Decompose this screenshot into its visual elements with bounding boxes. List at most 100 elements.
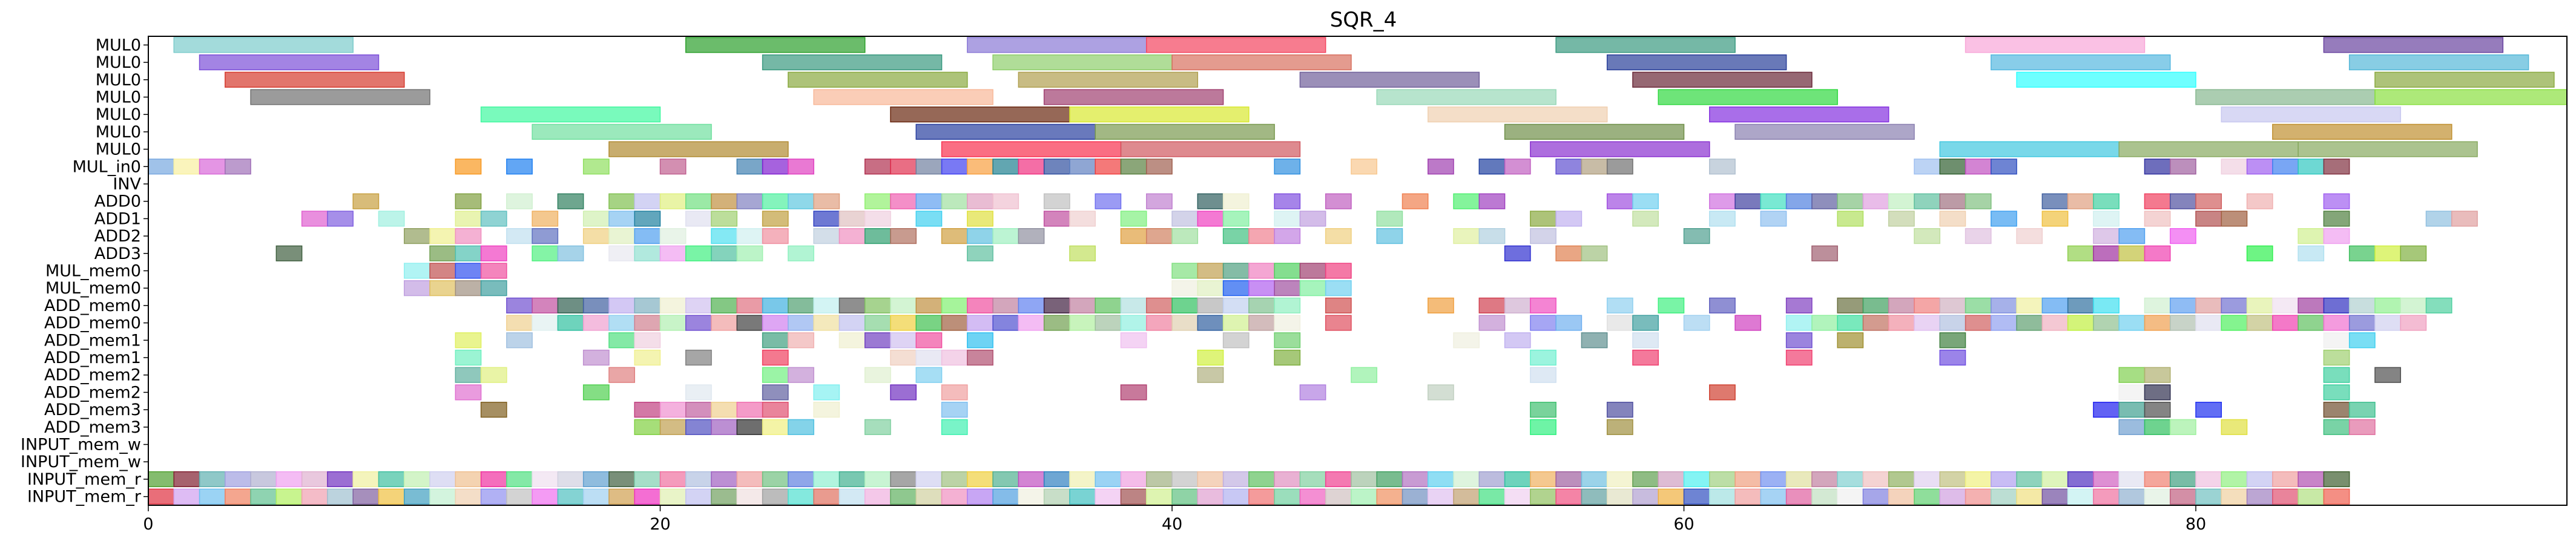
gantt-bar bbox=[1555, 159, 1583, 175]
gantt-bar bbox=[1632, 349, 1659, 366]
gantt-bar bbox=[1145, 159, 1173, 175]
gantt-bar bbox=[2374, 71, 2555, 88]
gantt-bar bbox=[967, 349, 993, 366]
gantt-bar bbox=[2348, 315, 2376, 331]
gantt-bar bbox=[2041, 315, 2069, 331]
gantt-bar bbox=[1632, 71, 1813, 88]
gantt-bar bbox=[1530, 488, 1556, 505]
gantt-bar bbox=[1888, 488, 1915, 505]
gantt-bar bbox=[762, 349, 789, 366]
gantt-bar bbox=[1095, 315, 1122, 331]
gantt-bar bbox=[711, 211, 738, 227]
gantt-bar bbox=[1120, 228, 1147, 244]
gantt-bar bbox=[634, 245, 661, 261]
gantt-bar bbox=[1478, 159, 1506, 175]
gantt-bar bbox=[1325, 193, 1352, 209]
gantt-bar bbox=[736, 245, 763, 261]
gantt-bar bbox=[890, 315, 917, 331]
gantt-bar bbox=[864, 332, 891, 349]
gantt-bar bbox=[2323, 37, 2504, 53]
gantt-bar bbox=[1428, 488, 1454, 505]
gantt-bar bbox=[1965, 488, 1992, 505]
gantt-bar bbox=[813, 402, 840, 418]
gantt-bar bbox=[2298, 228, 2325, 244]
gantt-bar bbox=[2374, 89, 2568, 105]
gantt-bar bbox=[813, 488, 840, 505]
gantt-bar bbox=[1939, 159, 1966, 175]
gantt-bar bbox=[736, 193, 763, 209]
gantt-bar bbox=[2246, 297, 2273, 314]
gantt-bar bbox=[1555, 211, 1583, 227]
gantt-bar bbox=[2118, 488, 2146, 505]
gantt-bar bbox=[762, 159, 789, 175]
gantt-bar bbox=[2067, 297, 2094, 314]
gantt-bar bbox=[352, 488, 380, 505]
y-tick-label: ADD_mem0 bbox=[44, 314, 141, 333]
gantt-bar bbox=[1402, 488, 1429, 505]
gantt-bar bbox=[2144, 159, 2171, 175]
gantt-bar bbox=[864, 193, 891, 209]
gantt-bar bbox=[480, 280, 507, 296]
gantt-bar bbox=[1760, 488, 1787, 505]
gantt-bar bbox=[455, 228, 482, 244]
gantt-bar bbox=[2144, 193, 2171, 209]
gantt-bar bbox=[1709, 159, 1736, 175]
gantt-bar bbox=[736, 471, 763, 488]
gantt-bar bbox=[915, 488, 943, 505]
gantt-bar bbox=[1248, 471, 1275, 488]
gantt-bar bbox=[762, 211, 789, 227]
gantt-bar bbox=[941, 193, 968, 209]
gantt-bar bbox=[711, 193, 738, 209]
chart-title: SQR_4 bbox=[1330, 8, 1397, 32]
gantt-bar bbox=[992, 297, 1020, 314]
gantt-bar bbox=[2374, 367, 2401, 383]
gantt-bar bbox=[1043, 193, 1070, 209]
y-tick-label: INPUT_mem_r bbox=[27, 488, 142, 506]
gantt-bar bbox=[788, 315, 814, 331]
gantt-bar bbox=[1632, 488, 1659, 505]
gantt-bar bbox=[813, 297, 840, 314]
y-tick-label: MUL0 bbox=[96, 88, 141, 106]
gantt-bar bbox=[1325, 297, 1352, 314]
gantt-bar bbox=[1862, 297, 1889, 314]
gantt-bar bbox=[1837, 332, 1864, 349]
gantt-bar bbox=[1785, 193, 1813, 209]
gantt-bar bbox=[1197, 471, 1224, 488]
gantt-bar bbox=[1299, 488, 1326, 505]
gantt-bar bbox=[1504, 488, 1531, 505]
gantt-bar bbox=[2169, 419, 2196, 435]
gantt-bar bbox=[1683, 315, 1710, 331]
gantt-bar bbox=[1222, 315, 1250, 331]
gantt-bar bbox=[1991, 488, 2017, 505]
gantt-bar bbox=[404, 488, 430, 505]
gantt-bar bbox=[1504, 159, 1531, 175]
gantt-bar bbox=[2323, 471, 2350, 488]
gantt-bar bbox=[480, 106, 661, 123]
gantt-bar bbox=[915, 297, 943, 314]
gantt-bar bbox=[1069, 159, 1096, 175]
gantt-bar bbox=[864, 367, 891, 383]
gantt-bar bbox=[455, 280, 482, 296]
gantt-bar bbox=[1939, 332, 1966, 349]
gantt-bar bbox=[1837, 211, 1864, 227]
gantt-bar bbox=[506, 488, 533, 505]
gantt-bar bbox=[2118, 245, 2146, 261]
y-tick-label: ADD_mem0 bbox=[44, 296, 141, 315]
y-axis: MUL0MUL0MUL0MUL0MUL0MUL0MUL0MUL_in0INVAD… bbox=[21, 36, 148, 506]
gantt-bar bbox=[1428, 384, 1454, 401]
gantt-bar bbox=[506, 159, 533, 175]
gantt-bar bbox=[2195, 193, 2222, 209]
gantt-bar bbox=[711, 471, 738, 488]
gantt-bar bbox=[1709, 471, 1736, 488]
gantt-bar bbox=[2323, 488, 2350, 505]
gantt-bar bbox=[1760, 211, 1787, 227]
gantt-bar bbox=[2016, 71, 2196, 88]
gantt-bar bbox=[1478, 315, 1506, 331]
gantt-bar bbox=[1120, 332, 1147, 349]
gantt-bar bbox=[1939, 471, 1966, 488]
gantt-bar bbox=[941, 315, 968, 331]
gantt-bar bbox=[711, 315, 738, 331]
gantt-bar bbox=[2195, 488, 2222, 505]
y-tick-label: ADD_mem3 bbox=[44, 418, 141, 437]
gantt-bar bbox=[634, 315, 661, 331]
